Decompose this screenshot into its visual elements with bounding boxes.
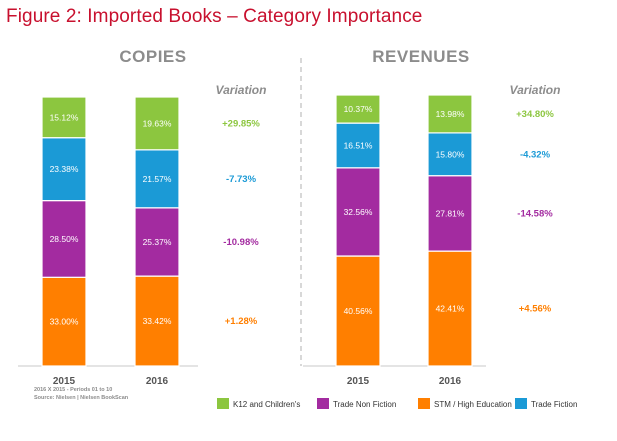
- revenues-segment-label: 32.56%: [344, 207, 373, 217]
- copies-segment-label: 15.12%: [50, 112, 79, 122]
- copies-variation-value: +29.85%: [222, 118, 260, 129]
- revenues-segment-label: 16.51%: [344, 141, 373, 151]
- copies-segment-label: 25.37%: [143, 237, 172, 247]
- legend-label: Trade Fiction: [531, 400, 577, 409]
- revenues-variation-value: -4.32%: [520, 149, 551, 160]
- legend: K12 and Children's Trade Non Fiction STM /…: [217, 398, 577, 409]
- copies-bar-2015-k12-and-children-s: [41, 96, 87, 139]
- copies-segment-label: 28.50%: [50, 234, 79, 244]
- copies-segment-label: 21.57%: [143, 174, 172, 184]
- revenues-variation-value: +34.80%: [516, 109, 554, 120]
- bars-layer: [41, 94, 473, 367]
- revenues-variation-header: Variation: [510, 83, 561, 97]
- legend-swatch: [217, 398, 229, 409]
- legend-swatch: [515, 398, 527, 409]
- copies-bar-2016-trade-non-fiction: [134, 207, 180, 277]
- figure-title: Figure 2: Imported Books – Category Impo…: [6, 6, 423, 27]
- legend-swatch: [418, 398, 430, 409]
- revenues-x-tick: 2015: [347, 376, 370, 387]
- revenues-segment-label: 15.80%: [436, 149, 465, 159]
- copies-variation-value: -7.73%: [226, 174, 257, 185]
- revenues-variation-value: -14.58%: [517, 208, 553, 219]
- revenues-variation-value: +4.56%: [519, 304, 552, 315]
- copies-bar-2015-trade-fiction: [41, 137, 87, 202]
- copies-variation-header: Variation: [216, 83, 267, 97]
- revenues-bar-2016-trade-non-fiction: [427, 175, 473, 252]
- copies-x-tick: 2016: [146, 376, 169, 387]
- legend-label: K12 and Children's: [233, 400, 300, 409]
- revenues-bar-2015-k12-and-children-s: [335, 94, 381, 124]
- copies-segment-label: 23.38%: [50, 164, 79, 174]
- revenues-bar-2015-stm-high-education: [335, 255, 381, 367]
- revenues-bar-2016-k12-and-children-s: [427, 94, 473, 134]
- labels-layer: 33.00% 28.50% 23.38% 15.12% 33.42% 25.37% 21.5…: [50, 104, 465, 327]
- legend-label: STM / High Education: [434, 400, 512, 409]
- copies-bar-2016-stm-high-education: [134, 275, 180, 367]
- revenues-segment-label: 13.98%: [436, 109, 465, 119]
- copies-segment-label: 33.00%: [50, 317, 79, 327]
- revenues-panel-title: REVENUES: [372, 47, 470, 66]
- copies-x-tick: 2015: [53, 376, 76, 387]
- revenues-bar-2015-trade-non-fiction: [335, 167, 381, 257]
- revenues-bar-2016-trade-fiction: [427, 132, 473, 177]
- revenues-segment-label: 42.41%: [436, 304, 465, 314]
- copies-variation-value: -10.98%: [223, 237, 259, 248]
- copies-bar-2016-trade-fiction: [134, 149, 180, 209]
- variation-layer: +1.28% -10.98% -7.73% +29.85% +4.56% -14.58% -…: [222, 109, 554, 327]
- copies-bar-2016-k12-and-children-s: [134, 96, 180, 151]
- revenues-bar-2015-trade-fiction: [335, 122, 381, 169]
- revenues-segment-label: 40.56%: [344, 306, 373, 316]
- xtick-layer: 2015 2016 2015 2016: [53, 376, 462, 387]
- revenues-x-tick: 2016: [439, 376, 462, 387]
- legend-label: Trade Non Fiction: [333, 400, 396, 409]
- copies-segment-label: 19.63%: [143, 118, 172, 128]
- copies-bar-2015-stm-high-education: [41, 276, 87, 367]
- revenues-segment-label: 27.81%: [436, 208, 465, 218]
- revenues-segment-label: 10.37%: [344, 104, 373, 114]
- copies-segment-label: 33.42%: [143, 316, 172, 326]
- note-period: 2016 X 2015 - Periods 01 to 10: [34, 387, 112, 393]
- copies-variation-value: +1.28%: [225, 316, 258, 327]
- legend-swatch: [317, 398, 329, 409]
- note-source: Source: Nielsen | Nielsen BookScan: [34, 395, 129, 401]
- copies-panel-title: COPIES: [119, 47, 186, 66]
